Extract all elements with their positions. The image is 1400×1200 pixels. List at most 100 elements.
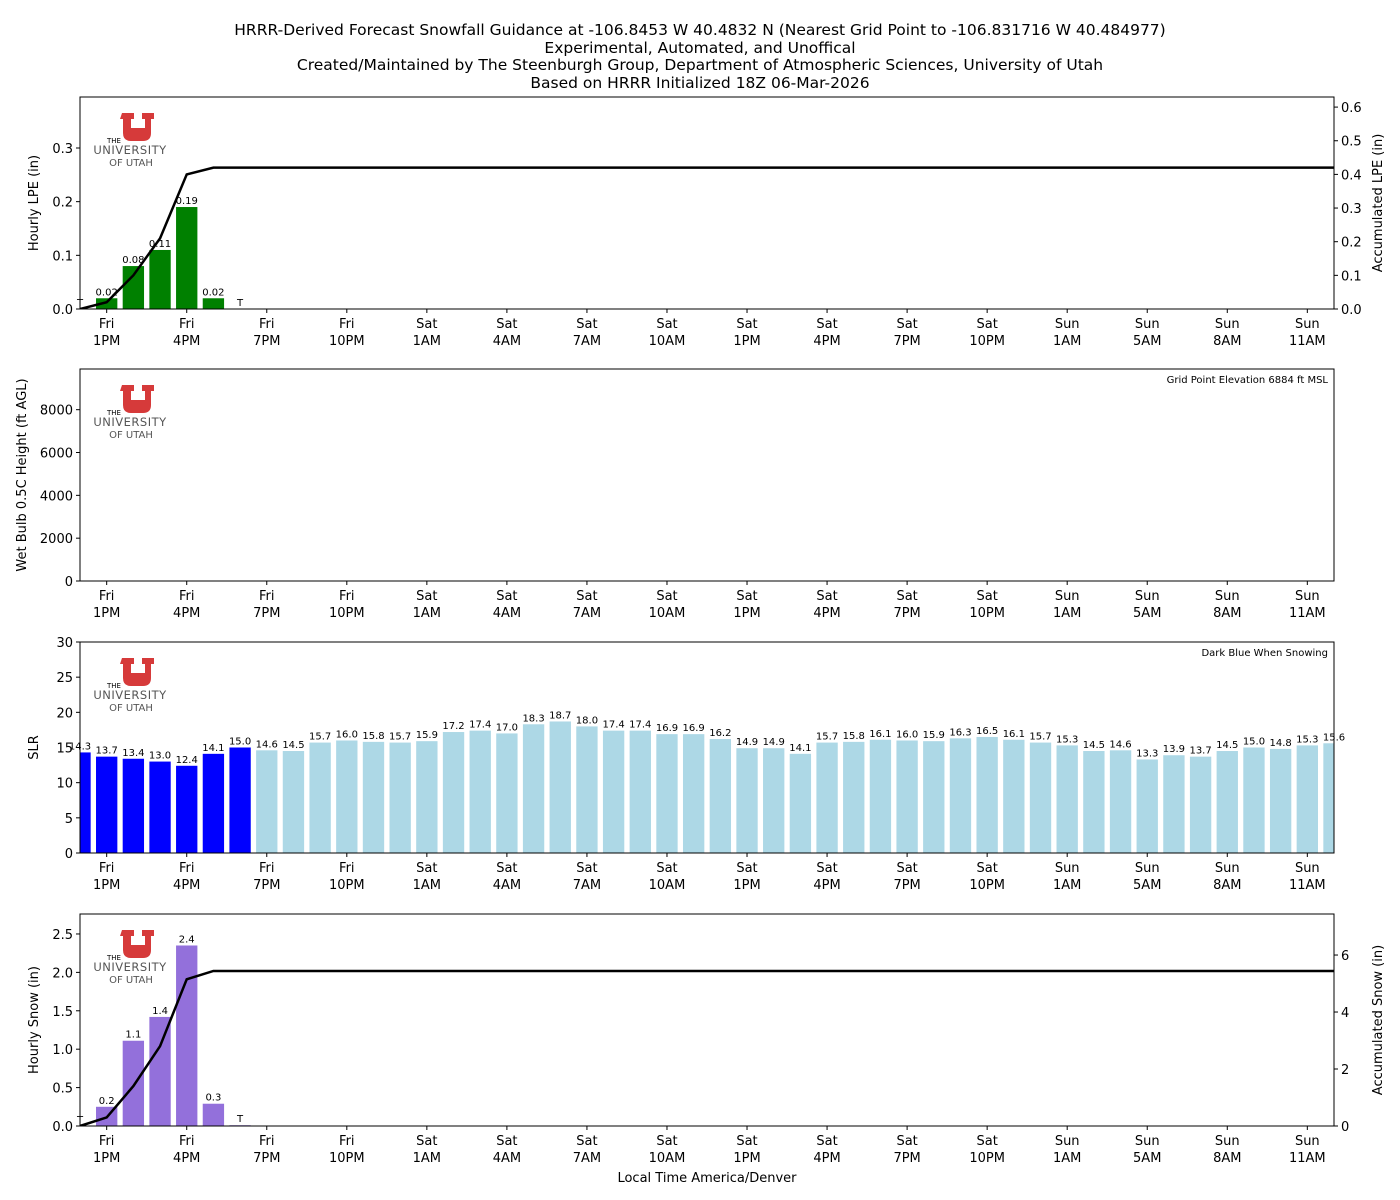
left-y-tick-label: 5 — [65, 812, 73, 827]
slr-bar-label: 16.0 — [896, 729, 918, 740]
slr-bar — [1189, 756, 1212, 853]
accumulated-line — [80, 969, 1334, 1126]
x-tick-time-label: 4PM — [813, 334, 840, 349]
slr-bar — [149, 761, 171, 853]
bar-label: 1.1 — [125, 1030, 141, 1041]
x-tick-time-label: 4PM — [813, 878, 840, 893]
x-tick-day-label: Fri — [339, 861, 355, 876]
x-tick-time-label: 4PM — [813, 606, 840, 621]
x-tick-day-label: Sun — [1295, 861, 1320, 876]
slr-bar-label: 16.5 — [976, 726, 998, 737]
x-tick-day-label: Fri — [259, 317, 275, 332]
x-tick-day-label: Fri — [179, 589, 195, 604]
left-y-tick-label: 0.2 — [52, 196, 73, 211]
left-y-tick-label: 0.1 — [52, 249, 73, 264]
x-tick-time-label: 11AM — [1289, 334, 1326, 349]
x-tick-time-label: 1AM — [1053, 606, 1081, 621]
right-y-tick-label: 2 — [1341, 1063, 1349, 1078]
x-tick-time-label: 7PM — [253, 1151, 280, 1166]
x-tick-time-label: 8AM — [1213, 606, 1241, 621]
x-tick-day-label: Fri — [179, 1134, 195, 1149]
slr-bar-label: 13.9 — [1163, 744, 1185, 755]
right-y-tick-label: 6 — [1341, 949, 1349, 964]
bar — [96, 298, 118, 309]
slr-bar-label: 14.1 — [789, 743, 811, 754]
slr-bar-label: 14.1 — [202, 743, 224, 754]
x-tick-time-label: 1PM — [93, 1151, 120, 1166]
x-tick-time-label: 10AM — [649, 334, 686, 349]
slr-bar — [336, 740, 358, 853]
bar-label: 0.08 — [122, 255, 144, 266]
x-tick-day-label: Sun — [1055, 1134, 1080, 1149]
logo-text-the: THE — [106, 137, 121, 145]
x-tick-day-label: Fri — [259, 861, 275, 876]
slr-bar — [976, 736, 998, 853]
slr-bar-label: 14.5 — [1083, 740, 1105, 751]
slr-bar-label: 15.3 — [1056, 734, 1078, 745]
x-tick-time-label: 10AM — [649, 606, 686, 621]
slr-bar-label: 13.0 — [149, 751, 171, 762]
slr-bar — [1136, 759, 1158, 853]
slr-bar — [602, 730, 625, 853]
x-tick-time-label: 10AM — [649, 1151, 686, 1166]
x-tick-time-label: 1PM — [733, 606, 760, 621]
bar — [149, 249, 171, 309]
slr-bar — [282, 751, 305, 853]
axes-frame — [79, 913, 1335, 1127]
right-y-tick-label: 4 — [1341, 1006, 1349, 1021]
bar-label: T — [236, 1114, 244, 1125]
x-tick-time-label: 10PM — [969, 606, 1005, 621]
left-y-axis-label: SLR — [27, 735, 42, 760]
bar-label: T — [236, 298, 244, 309]
bar — [149, 1016, 171, 1126]
slr-bar-label: 16.9 — [656, 723, 678, 734]
logo-text-the: THE — [106, 954, 121, 962]
slr-bar-label: 15.7 — [1029, 732, 1051, 743]
slr-bar-label: 14.9 — [736, 737, 758, 748]
slr-bar-label: 15.9 — [416, 730, 438, 741]
x-tick-time-label: 1AM — [413, 606, 441, 621]
slr-bar — [1163, 755, 1185, 853]
x-tick-time-label: 4AM — [493, 878, 521, 893]
x-tick-day-label: Sun — [1215, 317, 1240, 332]
x-tick-day-label: Sat — [896, 589, 917, 604]
logo-text-of-utah: OF UTAH — [109, 703, 153, 714]
x-tick-day-label: Fri — [259, 1134, 275, 1149]
slr-bar — [309, 742, 331, 853]
bar-label: 2.4 — [179, 934, 195, 945]
slr-bar — [656, 734, 678, 853]
x-tick-day-label: Sat — [496, 861, 517, 876]
right-y-tick-label: 0.4 — [1341, 168, 1362, 183]
right-y-tick-label: 0.2 — [1341, 236, 1362, 251]
x-tick-time-label: 1PM — [733, 878, 760, 893]
x-tick-day-label: Fri — [99, 861, 115, 876]
x-tick-time-label: 5AM — [1133, 334, 1161, 349]
x-tick-time-label: 4PM — [173, 1151, 200, 1166]
x-tick-time-label: 1PM — [93, 878, 120, 893]
x-tick-day-label: Sat — [976, 589, 997, 604]
title-line-4: Based on HRRR Initialized 18Z 06-Mar-202… — [530, 73, 870, 92]
slr-bar-label: 15.8 — [843, 731, 865, 742]
bar-label: 0.02 — [202, 287, 224, 298]
figure-title: HRRR-Derived Forecast Snowfall Guidance … — [0, 21, 1400, 92]
x-tick-day-label: Fri — [259, 589, 275, 604]
x-tick-day-label: Sat — [896, 317, 917, 332]
slr-bar-label: 18.0 — [576, 715, 598, 726]
x-tick-time-label: 10PM — [329, 878, 365, 893]
x-tick-day-label: Sat — [496, 1134, 517, 1149]
left-y-tick-label: 0.0 — [52, 303, 73, 318]
slr-bar-label: 17.4 — [629, 720, 651, 731]
slr-bar-label: 13.7 — [1189, 746, 1211, 757]
x-tick-time-label: 5AM — [1133, 1151, 1161, 1166]
x-tick-day-label: Sun — [1055, 861, 1080, 876]
slr-bar — [923, 741, 945, 853]
slr-bar — [1056, 745, 1078, 853]
slr-bar — [1029, 742, 1052, 853]
right-y-tick-label: 0.1 — [1341, 269, 1362, 284]
slr-bar — [80, 752, 91, 853]
x-tick-day-label: Fri — [339, 317, 355, 332]
slr-bar-label: 18.7 — [549, 710, 571, 721]
slr-bar — [1296, 745, 1318, 853]
